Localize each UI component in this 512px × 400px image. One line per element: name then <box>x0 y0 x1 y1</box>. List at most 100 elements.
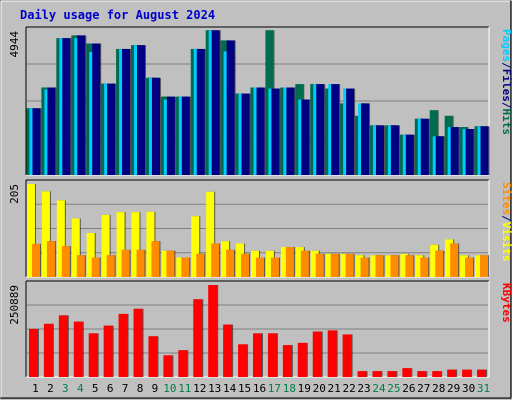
day-label: 17 <box>268 382 281 395</box>
bar <box>460 255 469 277</box>
panel-hits-files-pages: 4944 Pages/Files/Hits <box>8 26 512 176</box>
bar <box>166 96 175 175</box>
bar <box>61 246 70 277</box>
bar <box>226 249 235 277</box>
day-label: 31 <box>477 382 490 395</box>
bar <box>450 127 459 175</box>
day-label: 28 <box>432 382 445 395</box>
bar <box>385 255 394 277</box>
bar <box>361 103 370 175</box>
day-label: 19 <box>298 382 311 395</box>
bar <box>271 88 280 175</box>
panel-max-label: 4944 <box>8 31 21 58</box>
panel-legend: Sites/Visits <box>500 182 512 262</box>
bar <box>151 241 160 277</box>
bar <box>71 218 80 277</box>
day-label: 10 <box>163 382 176 395</box>
bar <box>285 247 294 277</box>
day-label: 11 <box>178 382 191 395</box>
bar <box>106 255 115 277</box>
panel-visits-sites: 205 Sites/Visits <box>8 179 512 278</box>
bar <box>73 321 83 377</box>
day-label: 27 <box>417 382 430 395</box>
bar <box>131 212 140 277</box>
bar <box>206 191 215 277</box>
bar <box>181 257 190 277</box>
bar <box>178 350 188 377</box>
bar <box>387 371 397 377</box>
bar <box>390 125 399 175</box>
bar <box>62 38 71 175</box>
day-label: 13 <box>208 382 221 395</box>
bar <box>295 247 304 277</box>
bar <box>146 211 155 277</box>
bar <box>226 40 235 176</box>
bar <box>256 257 264 277</box>
bar <box>86 232 95 277</box>
bar <box>312 331 322 377</box>
legend-entry: Sites <box>500 182 512 215</box>
bar <box>301 99 310 175</box>
bar <box>265 250 274 277</box>
bar <box>420 257 429 277</box>
day-label: 5 <box>92 382 99 395</box>
bar <box>32 108 41 175</box>
bar <box>103 325 113 377</box>
day-label: 7 <box>122 382 129 395</box>
bar <box>122 48 131 176</box>
bar <box>297 342 307 377</box>
bar <box>310 250 319 277</box>
day-label: 29 <box>447 382 460 395</box>
legend-entry: / <box>500 102 512 109</box>
bar <box>137 45 146 175</box>
bar <box>300 250 309 277</box>
bar <box>267 333 277 377</box>
bar <box>475 255 484 277</box>
bar <box>101 214 110 277</box>
legend-entry: KBytes <box>500 283 512 323</box>
bar <box>417 371 427 377</box>
bar <box>238 344 248 377</box>
bar <box>330 253 339 277</box>
bar <box>223 324 233 377</box>
legend-entry: / <box>500 62 512 69</box>
bar <box>161 250 170 277</box>
day-label: 30 <box>462 382 475 395</box>
bar <box>415 255 424 277</box>
bar <box>253 333 262 377</box>
bar <box>176 257 185 277</box>
bar <box>270 257 279 277</box>
bar <box>375 125 384 175</box>
day-label: 22 <box>342 382 355 395</box>
bar <box>211 30 220 176</box>
bar <box>166 250 175 277</box>
day-label: 24 <box>372 382 386 395</box>
bar <box>286 87 295 175</box>
bar <box>107 83 116 175</box>
bar <box>375 255 384 277</box>
bar <box>400 253 409 277</box>
day-label: 15 <box>238 382 251 395</box>
bar <box>346 88 355 175</box>
chart-title: Daily usage for August 2024 <box>20 8 215 22</box>
panel-legend: KBytes <box>500 283 512 323</box>
legend-entry: / <box>500 215 512 222</box>
bar <box>41 191 50 277</box>
bar <box>390 255 399 277</box>
bar <box>480 126 489 175</box>
day-label: 1 <box>32 382 39 395</box>
panel-max-label: 205 <box>8 184 21 204</box>
bar <box>56 200 65 277</box>
bar <box>435 136 444 175</box>
bar <box>331 84 340 175</box>
bar <box>355 255 364 277</box>
bar <box>340 253 349 277</box>
day-label: 25 <box>387 382 400 395</box>
bar <box>211 243 220 277</box>
day-label: 20 <box>313 382 326 395</box>
bar <box>148 336 158 377</box>
bar <box>193 299 203 377</box>
bar <box>241 93 250 175</box>
